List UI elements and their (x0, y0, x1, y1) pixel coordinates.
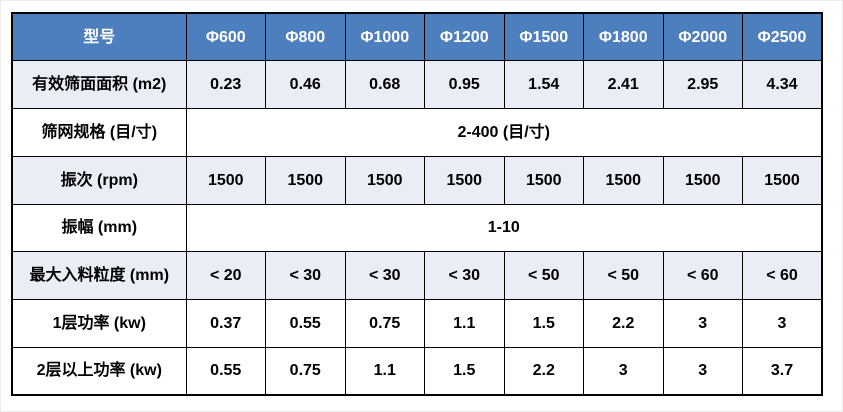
cell-value: 0.55 (265, 299, 346, 348)
cell-value: < 50 (503, 251, 584, 300)
cell-value: < 60 (662, 251, 743, 300)
cell-value: 1500 (265, 155, 346, 205)
cell-value: 1500 (185, 155, 266, 205)
header-model-2500: Φ2500 (742, 12, 823, 62)
cell-value: 3 (662, 299, 743, 348)
row-vibration-frequency: 振次 (rpm) 1500 1500 1500 1500 1500 1500 1… (11, 155, 823, 205)
cell-value: 0.55 (185, 346, 266, 396)
cell-value: 2.2 (503, 346, 584, 396)
cell-value: 0.95 (424, 60, 505, 109)
cell-value: 0.46 (265, 60, 346, 109)
cell-value: 1500 (583, 155, 664, 205)
cell-value: 1.1 (344, 346, 425, 396)
header-model-label: 型号 (11, 12, 187, 62)
header-model-2000: Φ2000 (662, 12, 743, 62)
cell-value: 1500 (344, 155, 425, 205)
header-row: 型号 Φ600 Φ800 Φ1000 Φ1200 Φ1500 Φ1800 Φ20… (11, 12, 823, 62)
cell-value: 3 (742, 299, 823, 348)
cell-value: 1.5 (503, 299, 584, 348)
row-max-feed-size: 最大入料粒度 (mm) < 20 < 30 < 30 < 30 < 50 < 5… (11, 251, 823, 300)
header-model-1200: Φ1200 (424, 12, 505, 62)
cell-merged-mesh-spec: 2-400 (目/寸) (185, 108, 823, 157)
cell-value: 0.23 (185, 60, 266, 109)
cell-value: 2.95 (662, 60, 743, 109)
row-mesh-spec: 筛网规格 (目/寸) 2-400 (目/寸) (11, 108, 823, 157)
row-power-single-deck: 1层功率 (kw) 0.37 0.55 0.75 1.1 1.5 2.2 3 3 (11, 299, 823, 348)
cell-value: < 30 (344, 251, 425, 300)
row-label-vibration-frequency: 振次 (rpm) (11, 155, 187, 205)
row-label-screen-area: 有效筛面面积 (m2) (11, 60, 187, 109)
cell-merged-amplitude: 1-10 (185, 203, 823, 253)
cell-value: < 30 (265, 251, 346, 300)
row-label-mesh-spec: 筛网规格 (目/寸) (11, 108, 187, 157)
header-model-1000: Φ1000 (344, 12, 425, 62)
cell-value: 1.1 (424, 299, 505, 348)
cell-value: 3 (583, 346, 664, 396)
header-model-800: Φ800 (265, 12, 346, 62)
cell-value: 3.7 (742, 346, 823, 396)
row-label-power-multi-deck: 2层以上功率 (kw) (11, 346, 187, 396)
cell-value: 1.54 (503, 60, 584, 109)
cell-value: 1500 (503, 155, 584, 205)
cell-value: 1.5 (424, 346, 505, 396)
row-screen-area: 有效筛面面积 (m2) 0.23 0.46 0.68 0.95 1.54 2.4… (11, 60, 823, 109)
cell-value: < 50 (583, 251, 664, 300)
cell-value: < 60 (742, 251, 823, 300)
cell-value: 0.37 (185, 299, 266, 348)
row-label-max-feed-size: 最大入料粒度 (mm) (11, 251, 187, 300)
cell-value: 4.34 (742, 60, 823, 109)
cell-value: 2.41 (583, 60, 664, 109)
cell-value: < 20 (185, 251, 266, 300)
cell-value: 1500 (424, 155, 505, 205)
cell-value: 1500 (662, 155, 743, 205)
header-model-1500: Φ1500 (503, 12, 584, 62)
row-label-amplitude: 振幅 (mm) (11, 203, 187, 253)
header-model-1800: Φ1800 (583, 12, 664, 62)
cell-value: 2.2 (583, 299, 664, 348)
row-amplitude: 振幅 (mm) 1-10 (11, 203, 823, 253)
spec-table: 型号 Φ600 Φ800 Φ1000 Φ1200 Φ1500 Φ1800 Φ20… (11, 12, 823, 396)
header-model-600: Φ600 (185, 12, 266, 62)
cell-value: 3 (662, 346, 743, 396)
cell-value: 0.75 (344, 299, 425, 348)
cell-value: 0.68 (344, 60, 425, 109)
row-power-multi-deck: 2层以上功率 (kw) 0.55 0.75 1.1 1.5 2.2 3 3 3.… (11, 346, 823, 396)
cell-value: < 30 (424, 251, 505, 300)
row-label-power-single-deck: 1层功率 (kw) (11, 299, 187, 348)
cell-value: 1500 (742, 155, 823, 205)
cell-value: 0.75 (265, 346, 346, 396)
